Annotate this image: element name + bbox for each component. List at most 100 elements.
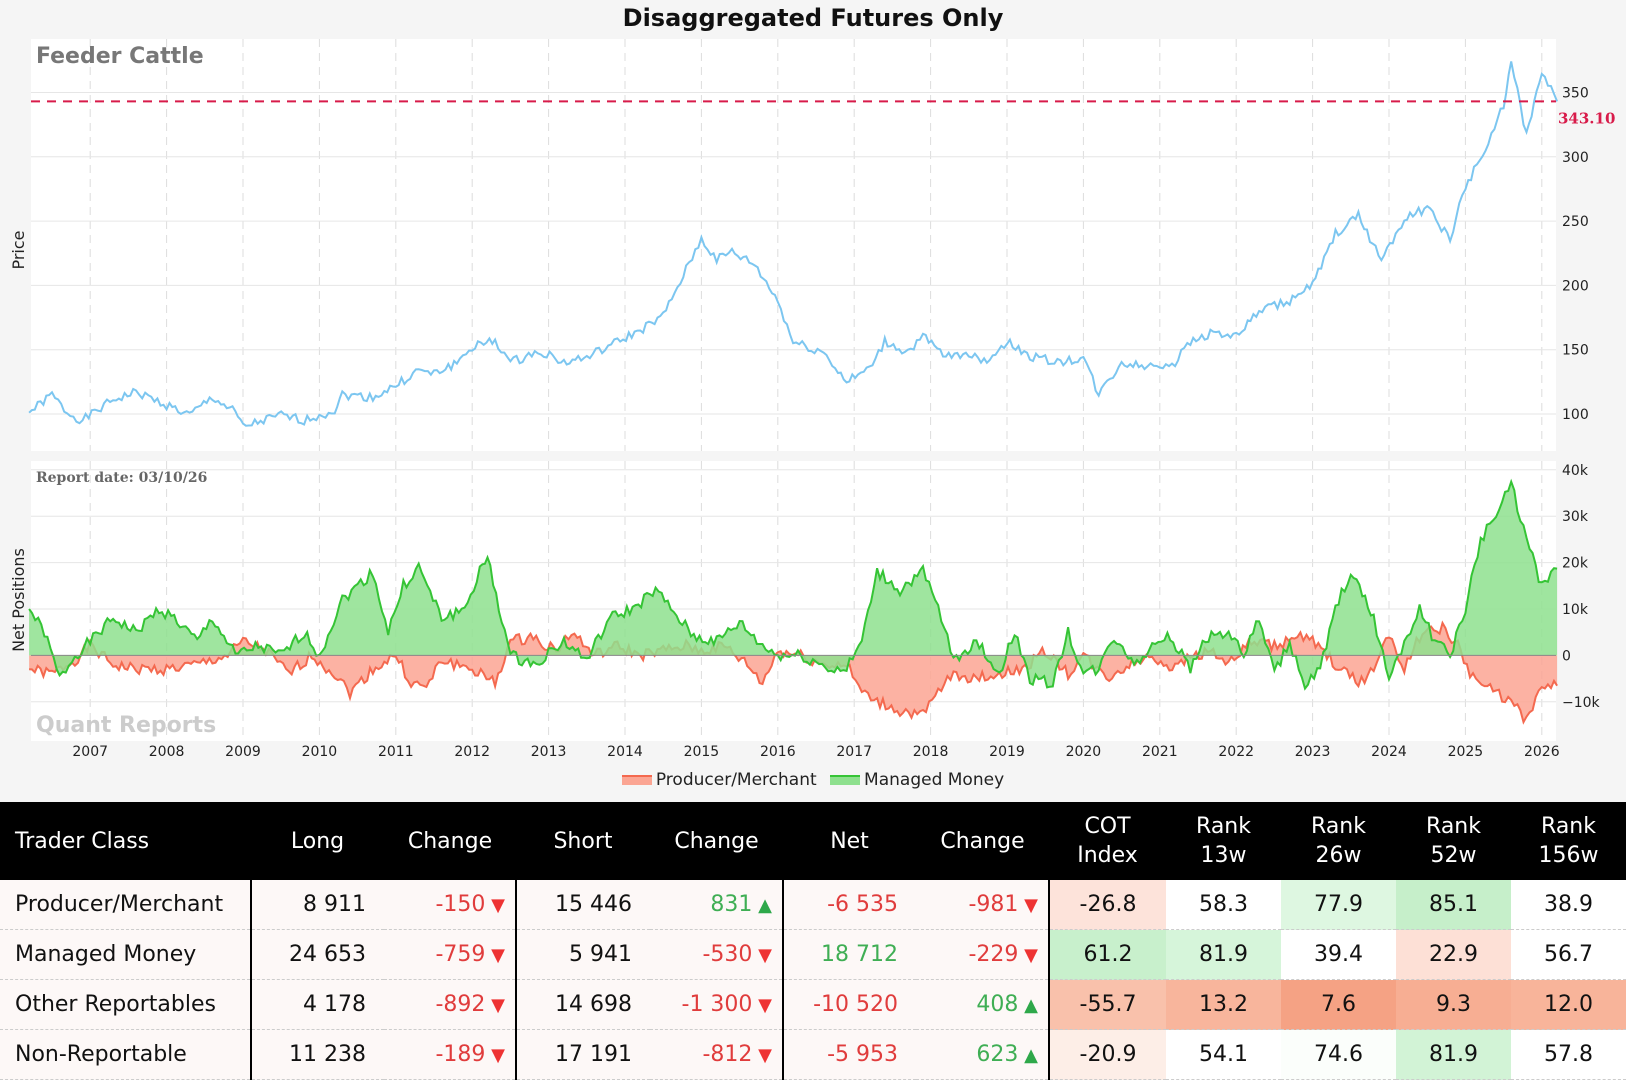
- net-area-managed-money: [29, 481, 1558, 689]
- net-tick-label: 40k: [1562, 463, 1589, 479]
- short-value: 15 446: [516, 880, 650, 930]
- price-tick-label: 100: [1562, 407, 1589, 423]
- r26-value: 7.6: [1281, 979, 1396, 1030]
- price-tick-label: 200: [1562, 278, 1589, 294]
- x-tick-label: 2026: [1524, 744, 1560, 760]
- short_chg-cell: -1 300 ▼: [650, 979, 784, 1030]
- x-tick-label: 2021: [1142, 744, 1178, 760]
- x-tick-label: 2010: [302, 744, 338, 760]
- cot-value: 61.2: [1049, 929, 1166, 980]
- long-value: 4 178: [251, 979, 384, 1030]
- header-rank-13w[interactable]: Rank 13w: [1166, 802, 1281, 880]
- long_chg-value: -892: [435, 992, 486, 1017]
- net_chg-cell: -981 ▼: [916, 880, 1050, 930]
- net_chg-cell: 408 ▲: [916, 979, 1050, 1030]
- r13-value: 13.2: [1166, 979, 1281, 1030]
- net-plot-bg: [31, 461, 1556, 741]
- long_chg-value: -189: [435, 1042, 486, 1067]
- x-tick-label: 2022: [1218, 744, 1254, 760]
- header-rank-26w[interactable]: Rank 26w: [1281, 802, 1396, 880]
- arrow-down-icon: ▼: [485, 945, 505, 966]
- trader-class: Managed Money: [0, 929, 252, 980]
- arrow-down-icon: ▼: [752, 995, 772, 1016]
- table-row: Producer/Merchant 8 911 -150 ▼ 15 446 831 ▲ -…: [0, 880, 1626, 930]
- legend-item-managed-money[interactable]: Managed Money: [830, 770, 1004, 790]
- short-value: 17 191: [516, 1029, 650, 1080]
- r52-value: 9.3: [1396, 979, 1511, 1030]
- table-row: Managed Money 24 653 -759 ▼ 5 941 -530 ▼ 18 7…: [0, 929, 1626, 980]
- r52-value: 22.9: [1396, 929, 1511, 980]
- x-tick-label: 2009: [225, 744, 261, 760]
- header-cot-index[interactable]: COT Index: [1049, 802, 1166, 880]
- x-tick-label: 2025: [1448, 744, 1484, 760]
- r156-value: 38.9: [1511, 880, 1626, 930]
- long_chg-cell: -759 ▼: [384, 929, 517, 980]
- long_chg-value: -150: [435, 892, 486, 917]
- watermark: Quant Reports: [36, 713, 216, 738]
- short_chg-cell: -812 ▼: [650, 1029, 784, 1080]
- price-plot-bg: [31, 39, 1556, 451]
- header-trader-class[interactable]: Trader Class: [0, 802, 251, 880]
- commodity-label: Feeder Cattle: [36, 44, 204, 69]
- net-value: -10 520: [783, 979, 916, 1030]
- short_chg-cell: -530 ▼: [650, 929, 784, 980]
- r52-value: 81.9: [1396, 1029, 1511, 1080]
- header-rank-156w[interactable]: Rank 156w: [1511, 802, 1626, 880]
- legend-swatch: [830, 775, 861, 785]
- cot-value: -20.9: [1049, 1029, 1166, 1080]
- net_chg-value: -229: [968, 942, 1019, 967]
- x-tick-label: 2007: [72, 744, 108, 760]
- positions-table: Trader Class Long Change Short Change Net Chan…: [0, 802, 1626, 1080]
- x-tick-label: 2020: [1066, 744, 1102, 760]
- x-tick-label: 2016: [760, 744, 796, 760]
- short_chg-value: -530: [702, 942, 753, 967]
- x-tick-label: 2014: [607, 744, 643, 760]
- r156-value: 12.0: [1511, 979, 1626, 1030]
- price-tick-label: 350: [1562, 86, 1589, 102]
- header-change[interactable]: Change: [384, 802, 516, 880]
- header-short[interactable]: Short: [516, 802, 650, 880]
- arrow-down-icon: ▼: [1018, 895, 1038, 916]
- net_chg-cell: -229 ▼: [916, 929, 1050, 980]
- x-tick-label: 2019: [989, 744, 1025, 760]
- cot-value: -26.8: [1049, 880, 1166, 930]
- trader-class: Non-Reportable: [0, 1029, 252, 1080]
- net-value: -6 535: [783, 880, 916, 930]
- net_chg-value: -981: [968, 892, 1019, 917]
- table-row: Other Reportables 4 178 -892 ▼ 14 698 -1 300…: [0, 979, 1626, 1030]
- long_chg-cell: -189 ▼: [384, 1029, 517, 1080]
- header-net[interactable]: Net: [783, 802, 916, 880]
- arrow-down-icon: ▼: [485, 995, 505, 1016]
- header-change[interactable]: Change: [650, 802, 783, 880]
- short-value: 14 698: [516, 979, 650, 1030]
- r26-value: 77.9: [1281, 880, 1396, 930]
- arrow-up-icon: ▲: [1018, 995, 1038, 1016]
- price-layer: 343.10: [28, 61, 1615, 427]
- long-value: 24 653: [251, 929, 384, 980]
- short_chg-value: 831: [710, 892, 753, 917]
- charts-area: 343.10 2007 2008 2009 2010 2011 2012 2013 2014 2…: [9, 39, 1615, 760]
- arrow-down-icon: ▼: [485, 895, 505, 916]
- legend-swatch: [621, 775, 652, 785]
- header-long[interactable]: Long: [251, 802, 384, 880]
- arrow-down-icon: ▼: [1018, 945, 1038, 966]
- net-axis-label: Net Positions: [9, 548, 28, 652]
- net-tick-label: 20k: [1562, 556, 1589, 572]
- net-tick-label: 30k: [1562, 509, 1589, 525]
- long-value: 11 238: [251, 1029, 384, 1080]
- legend-item-producer[interactable]: Producer/Merchant: [621, 770, 817, 790]
- r13-value: 54.1: [1166, 1029, 1281, 1080]
- arrow-up-icon: ▲: [752, 895, 772, 916]
- net-area-producer-merchant: [29, 623, 1558, 723]
- x-tick-label: 2013: [531, 744, 567, 760]
- x-tick-label: 2018: [913, 744, 949, 760]
- table-body: Producer/Merchant 8 911 -150 ▼ 15 446 831 ▲ -…: [0, 880, 1626, 1080]
- r26-value: 39.4: [1281, 929, 1396, 980]
- net-tick-label: 0: [1562, 648, 1571, 664]
- header-rank-52w[interactable]: Rank 52w: [1396, 802, 1511, 880]
- header-change[interactable]: Change: [916, 802, 1049, 880]
- chart-title: Disaggregated Futures Only: [622, 4, 1004, 32]
- x-tick-label: 2008: [149, 744, 185, 760]
- long_chg-value: -759: [435, 942, 486, 967]
- price-tick-label: 150: [1562, 343, 1589, 359]
